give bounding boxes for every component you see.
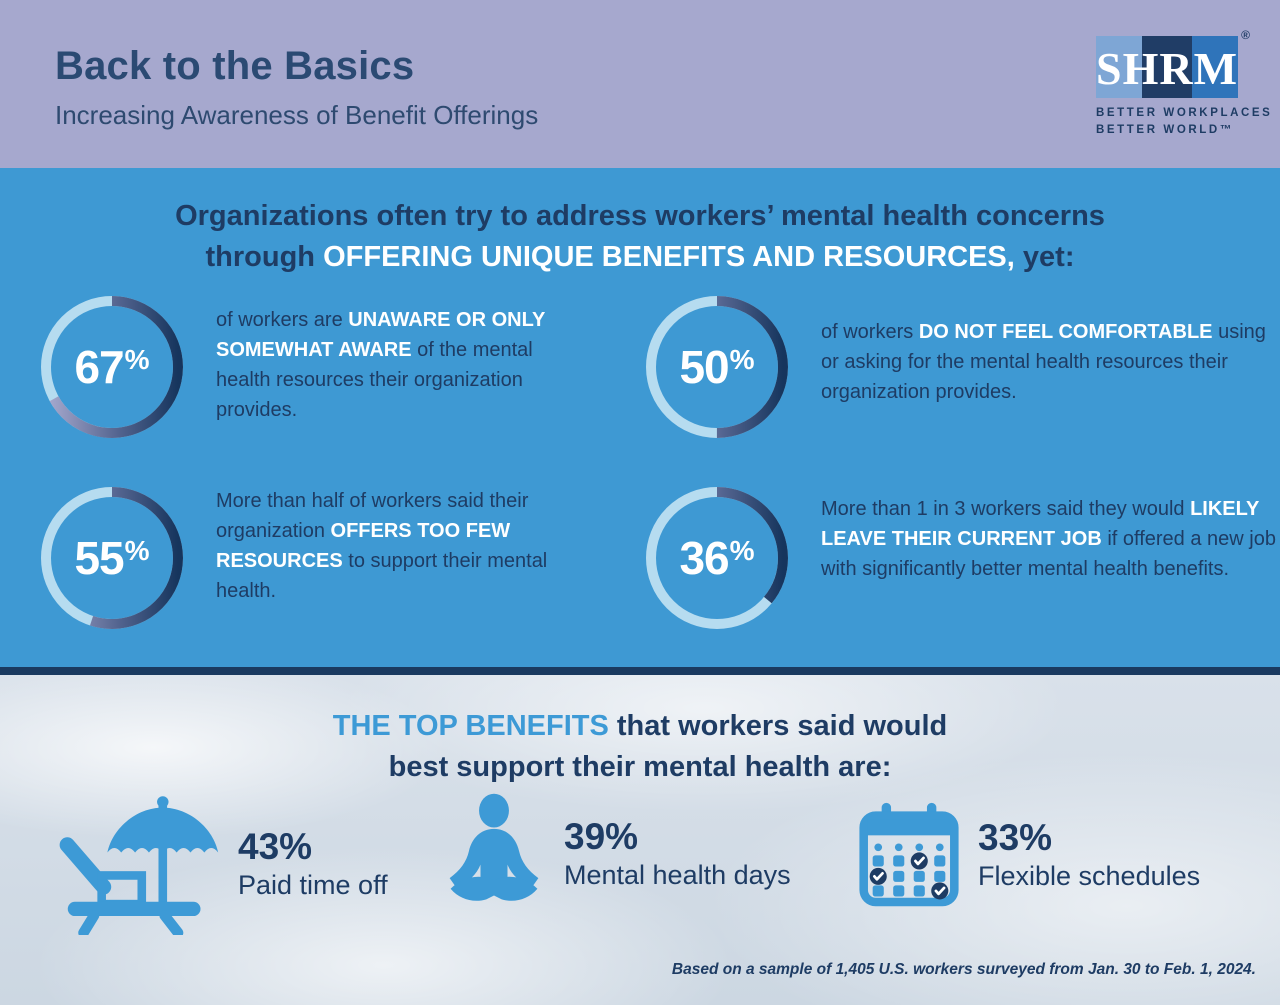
benefit-value: 43% (238, 825, 313, 867)
benefits-section: THE TOP BENEFITS that workers said would… (0, 675, 1280, 1005)
stat-unaware: 67% of workers are UNAWARE OR ONLY SOMEW… (36, 291, 566, 443)
benefit-text: 39% Mental health days (564, 815, 791, 892)
shrm-tagline: BETTER WORKPLACES BETTER WORLD™ (1096, 105, 1273, 138)
shrm-tagline-line2: BETTER WORLD™ (1096, 123, 1234, 136)
stats-section: Organizations often try to address worke… (0, 168, 1280, 667)
header: Back to the Basics Increasing Awareness … (0, 0, 1280, 168)
benefit-label: Mental health days (564, 860, 791, 891)
survey-footnote: Based on a sample of 1,405 U.S. workers … (671, 961, 1256, 978)
stat-not-comfortable: 50% of workers DO NOT FEEL COMFORTABLE u… (641, 291, 1276, 443)
shrm-logo-text: SHRM (1096, 42, 1238, 94)
meditation-icon (449, 793, 539, 901)
stat-description: of workers are UNAWARE OR ONLY SOMEWHAT … (216, 309, 545, 421)
page-title: Back to the Basics (55, 44, 415, 88)
stat-value: 55% (74, 532, 150, 584)
benefit-text: 33% Flexible schedules (978, 816, 1201, 893)
stat-description: More than half of workers said their org… (216, 490, 548, 602)
stat-description: More than 1 in 3 workers said they would… (821, 498, 1276, 580)
stat-value: 36% (679, 532, 755, 584)
shrm-logo-block-left (1096, 36, 1142, 98)
shrm-tagline-line1: BETTER WORKPLACES (1096, 107, 1273, 119)
stats-heading-line2: through OFFERING UNIQUE BENEFITS AND RES… (205, 240, 1075, 273)
benefit-flexible-schedules: 33% Flexible schedules (856, 801, 1200, 909)
section-divider (0, 667, 1280, 675)
donut-chart-50: 50% (641, 291, 793, 443)
benefit-text: 43% Paid time off (238, 825, 388, 902)
benefit-mental-health-days: 39% Mental health days (440, 793, 791, 915)
benefit-label: Flexible schedules (978, 861, 1201, 892)
shrm-logo-icon: SHRM ® (1096, 28, 1250, 98)
benefit-value: 33% (978, 816, 1053, 858)
donut-chart-67: 67% (36, 291, 188, 443)
donut-chart-36: 36% (641, 482, 793, 634)
benefits-heading: THE TOP BENEFITS that workers said would… (0, 706, 1280, 787)
stat-value: 67% (74, 341, 150, 393)
benefits-heading-line2: best support their mental health are: (388, 750, 892, 783)
calendar-check-icon (859, 802, 959, 907)
page-subtitle: Increasing Awareness of Benefit Offering… (55, 100, 539, 130)
donut-chart-55: 55% (36, 482, 188, 634)
stat-value: 50% (679, 341, 755, 393)
shrm-logo-block-middle (1142, 36, 1192, 98)
shrm-logo-block-right (1192, 36, 1238, 98)
shrm-logo: SHRM ® BETTER WORKPLACES BETTER WORLD™ (1096, 28, 1273, 138)
beach-umbrella-icon (59, 796, 219, 935)
registered-trademark-icon: ® (1241, 28, 1250, 42)
stat-likely-leave: 36% More than 1 in 3 workers said they w… (641, 482, 1280, 634)
stat-too-few-resources: 55% More than half of workers said their… (36, 482, 584, 634)
benefits-heading-line1: THE TOP BENEFITS that workers said would (332, 710, 948, 742)
stat-description: of workers DO NOT FEEL COMFORTABLE using… (821, 321, 1266, 403)
benefit-paid-time-off: 43% Paid time off (52, 793, 388, 935)
stats-heading: Organizations often try to address worke… (0, 196, 1280, 277)
stats-heading-line1: Organizations often try to address worke… (175, 200, 1105, 232)
benefit-value: 39% (564, 815, 639, 857)
benefit-label: Paid time off (238, 870, 388, 901)
